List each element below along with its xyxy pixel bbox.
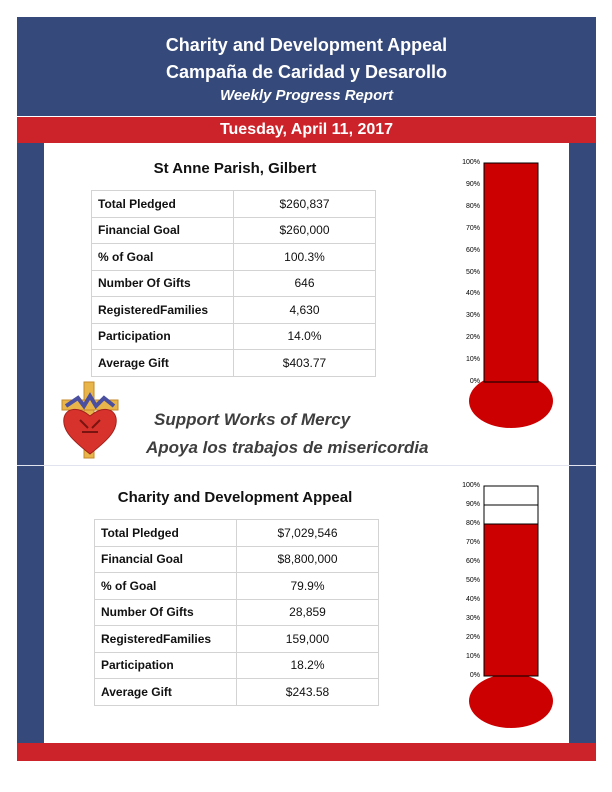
row-label: Average Gift	[91, 349, 234, 377]
right-border	[569, 143, 596, 743]
row-label: Total Pledged	[94, 519, 237, 547]
thermometer-tick-label: 40%	[465, 596, 480, 603]
table-row: RegisteredFamilies 4,630	[91, 296, 376, 324]
thermometer-tick-label: 40%	[465, 290, 480, 298]
thermometer-bulb	[469, 674, 553, 728]
row-value: 14.0%	[233, 322, 376, 350]
row-value: $403.77	[233, 349, 376, 377]
row-label: Total Pledged	[91, 190, 234, 218]
thermometer-tick-label: 30%	[465, 312, 480, 320]
table-row: Number Of Gifts 28,859	[94, 598, 379, 626]
table-row: Participation 18.2%	[94, 651, 379, 679]
row-value: 100.3%	[233, 243, 376, 271]
header-title-english: Charity and Development Appeal	[165, 35, 448, 55]
table-row: Total Pledged $260,837	[91, 190, 376, 218]
table-row: Financial Goal $8,800,000	[94, 545, 379, 573]
table-row: Total Pledged $7,029,546	[94, 519, 379, 547]
bottom-border	[17, 743, 596, 761]
row-value: 4,630	[233, 296, 376, 324]
row-label: RegisteredFamilies	[91, 296, 234, 324]
thermometer-tick-label: 100%	[462, 159, 480, 166]
thermometer-tick-label: 60%	[465, 246, 480, 254]
row-value: $243.58	[236, 678, 379, 706]
row-label: Participation	[94, 651, 237, 679]
row-value: 18.2%	[236, 651, 379, 679]
left-border	[17, 143, 44, 743]
row-label: Number Of Gifts	[91, 269, 234, 297]
thermometer-tick-label: 10%	[465, 356, 480, 364]
appeal-stats-table: Total Pledged $7,029,546 Financial Goal $8,…	[94, 519, 379, 706]
row-value: 646	[233, 269, 376, 297]
header-subtitle: Weekly Progress Report	[219, 87, 394, 104]
row-label: Number Of Gifts	[94, 598, 237, 626]
thermometer-tick-label: 20%	[465, 634, 480, 641]
row-value: 79.9%	[236, 572, 379, 600]
parish-stats-table: Total Pledged $260,837 Financial Goal $260,…	[91, 190, 376, 377]
table-row: % of Goal 79.9%	[94, 572, 379, 600]
thermometer-tick-label: 50%	[465, 577, 480, 584]
table-row: Participation 14.0%	[91, 322, 376, 350]
table-row: % of Goal 100.3%	[91, 243, 376, 271]
row-label: Financial Goal	[94, 545, 237, 573]
thermometer-fill	[483, 162, 539, 383]
table-row: Financial Goal $260,000	[91, 216, 376, 244]
thermometer-tick-label: 20%	[465, 334, 480, 342]
table-row: Number Of Gifts 646	[91, 269, 376, 297]
row-value: $260,000	[233, 216, 376, 244]
report-date: Tuesday, April 11, 2017	[17, 117, 596, 143]
appeal-thermometer: 100% 90% 80% 70% 60% 50% 40% 30% 20% 10% 0%	[448, 481, 558, 731]
thermometer-tick-label: 100%	[462, 482, 480, 489]
thermometer-graphic	[469, 485, 553, 728]
thermometer-fill	[483, 523, 539, 677]
thermometer-tick-label: 90%	[465, 501, 480, 508]
thermometer-tick-label: 10%	[465, 653, 480, 660]
row-value: 28,859	[236, 598, 379, 626]
cross-heart-icon	[58, 378, 122, 467]
thermometer-tick-label: 50%	[465, 268, 480, 276]
thermometer-tick-label: 80%	[465, 202, 480, 210]
thermometer-bulb	[469, 374, 553, 428]
thermometer-tick-label: 80%	[465, 520, 480, 527]
row-label: % of Goal	[91, 243, 234, 271]
table-row: Average Gift $403.77	[91, 349, 376, 377]
row-label: Financial Goal	[91, 216, 234, 244]
table-row: RegisteredFamilies 159,000	[94, 625, 379, 653]
row-label: RegisteredFamilies	[94, 625, 237, 653]
table-row: Average Gift $243.58	[94, 678, 379, 706]
appeal-title: Charity and Development Appeal	[117, 489, 353, 506]
parish-thermometer: 100% 90% 80% 70% 60% 50% 40% 30% 20% 10% 0%	[448, 158, 558, 428]
report-header: Charity and Development Appeal Campaña d…	[17, 17, 596, 116]
thermometer-tick-label: 70%	[465, 539, 480, 546]
thermometer-tick-label: 0%	[469, 378, 480, 385]
thermometer-tick-label: 60%	[465, 558, 480, 565]
row-label: Average Gift	[94, 678, 237, 706]
row-value: $7,029,546	[236, 519, 379, 547]
mission-spanish: Apoya los trabajos de misericordia	[146, 438, 429, 457]
thermometer-graphic	[469, 162, 553, 428]
row-value: $8,800,000	[236, 545, 379, 573]
thermometer-tick-label: 0%	[469, 672, 480, 679]
thermometer-tick-label: 70%	[465, 224, 480, 232]
row-label: Participation	[91, 322, 234, 350]
thermometer-tick-label: 30%	[465, 615, 480, 622]
parish-title: St Anne Parish, Gilbert	[153, 160, 317, 177]
mission-english: Support Works of Mercy	[154, 410, 351, 429]
header-title-spanish: Campaña de Caridad y Desarollo	[165, 62, 448, 82]
row-value: 159,000	[236, 625, 379, 653]
thermometer-tick-label: 90%	[465, 180, 480, 188]
section-divider	[17, 465, 596, 466]
row-value: $260,837	[233, 190, 376, 218]
row-label: % of Goal	[94, 572, 237, 600]
report-frame: Charity and Development Appeal Campaña d…	[17, 17, 596, 761]
